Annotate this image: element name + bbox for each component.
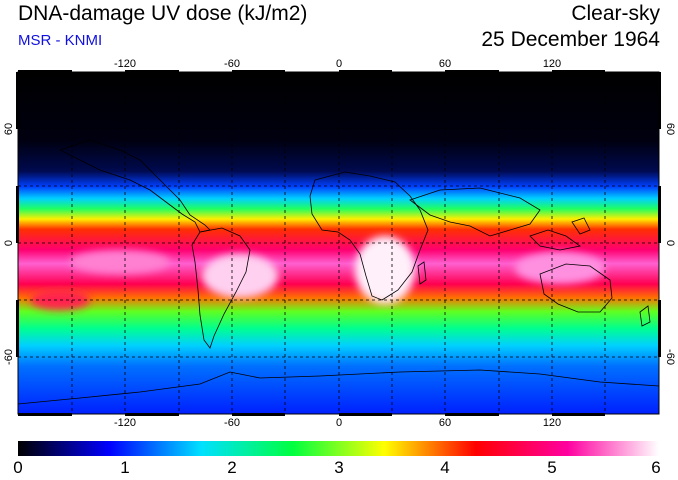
lon-tick-bottom: 60 (439, 417, 451, 429)
lon-tick-bottom: 0 (336, 417, 342, 429)
lon-tick-top: -120 (114, 58, 136, 70)
color-scale-label: 0 (13, 458, 22, 478)
lon-tick-bottom: -60 (224, 417, 240, 429)
color-scale-label: 5 (547, 458, 556, 478)
lat-tick-left: 60 (3, 123, 15, 135)
lon-tick-top: 0 (336, 58, 342, 70)
lon-tick-top: 120 (543, 58, 561, 70)
lat-tick-right: -60 (664, 349, 676, 365)
color-scale-label: 4 (440, 458, 449, 478)
uv-dose-map: -120 -60 0 60 120 -120 -60 0 60 120 60 0… (0, 0, 678, 440)
lon-tick-top: 60 (439, 58, 451, 70)
lat-tick-left: -60 (3, 349, 15, 365)
color-scale-label: 3 (334, 458, 343, 478)
lat-tick-right: 60 (664, 123, 676, 135)
lon-tick-bottom: 120 (543, 417, 561, 429)
lat-tick-right: 0 (664, 240, 676, 246)
lon-tick-top: -60 (224, 58, 240, 70)
color-scale-label: 6 (651, 458, 660, 478)
color-scale-label: 2 (227, 458, 236, 478)
lon-tick-bottom: -120 (114, 417, 136, 429)
color-scale-label: 1 (120, 458, 129, 478)
color-scale-bar (18, 441, 659, 456)
lat-tick-left: 0 (3, 240, 15, 246)
